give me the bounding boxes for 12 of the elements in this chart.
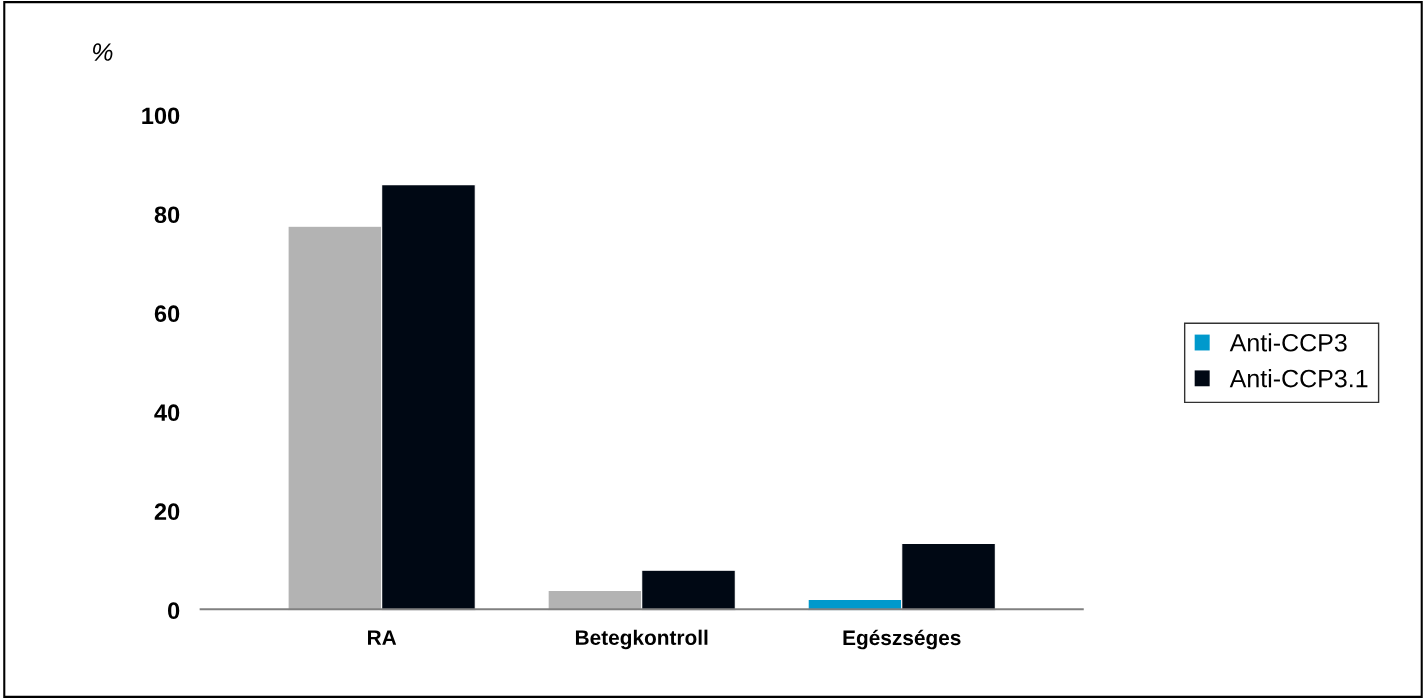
y-tick-label: 0: [168, 602, 180, 620]
legend-label: Anti-CCP3: [1229, 333, 1347, 352]
legend-label: Anti-CCP3.1: [1229, 369, 1368, 388]
y-axis-title: %: [93, 43, 113, 61]
y-tick-label: 40: [154, 404, 180, 422]
x-tick-label: Egészséges: [843, 629, 961, 650]
y-tick-label: 20: [154, 503, 180, 521]
x-tick-label: Betegkontroll: [575, 629, 708, 650]
y-tick-label: 60: [154, 305, 180, 323]
y-tick-label: 100: [142, 107, 180, 125]
x-tick-label: RA: [368, 630, 397, 645]
y-tick-label: 80: [154, 206, 180, 224]
